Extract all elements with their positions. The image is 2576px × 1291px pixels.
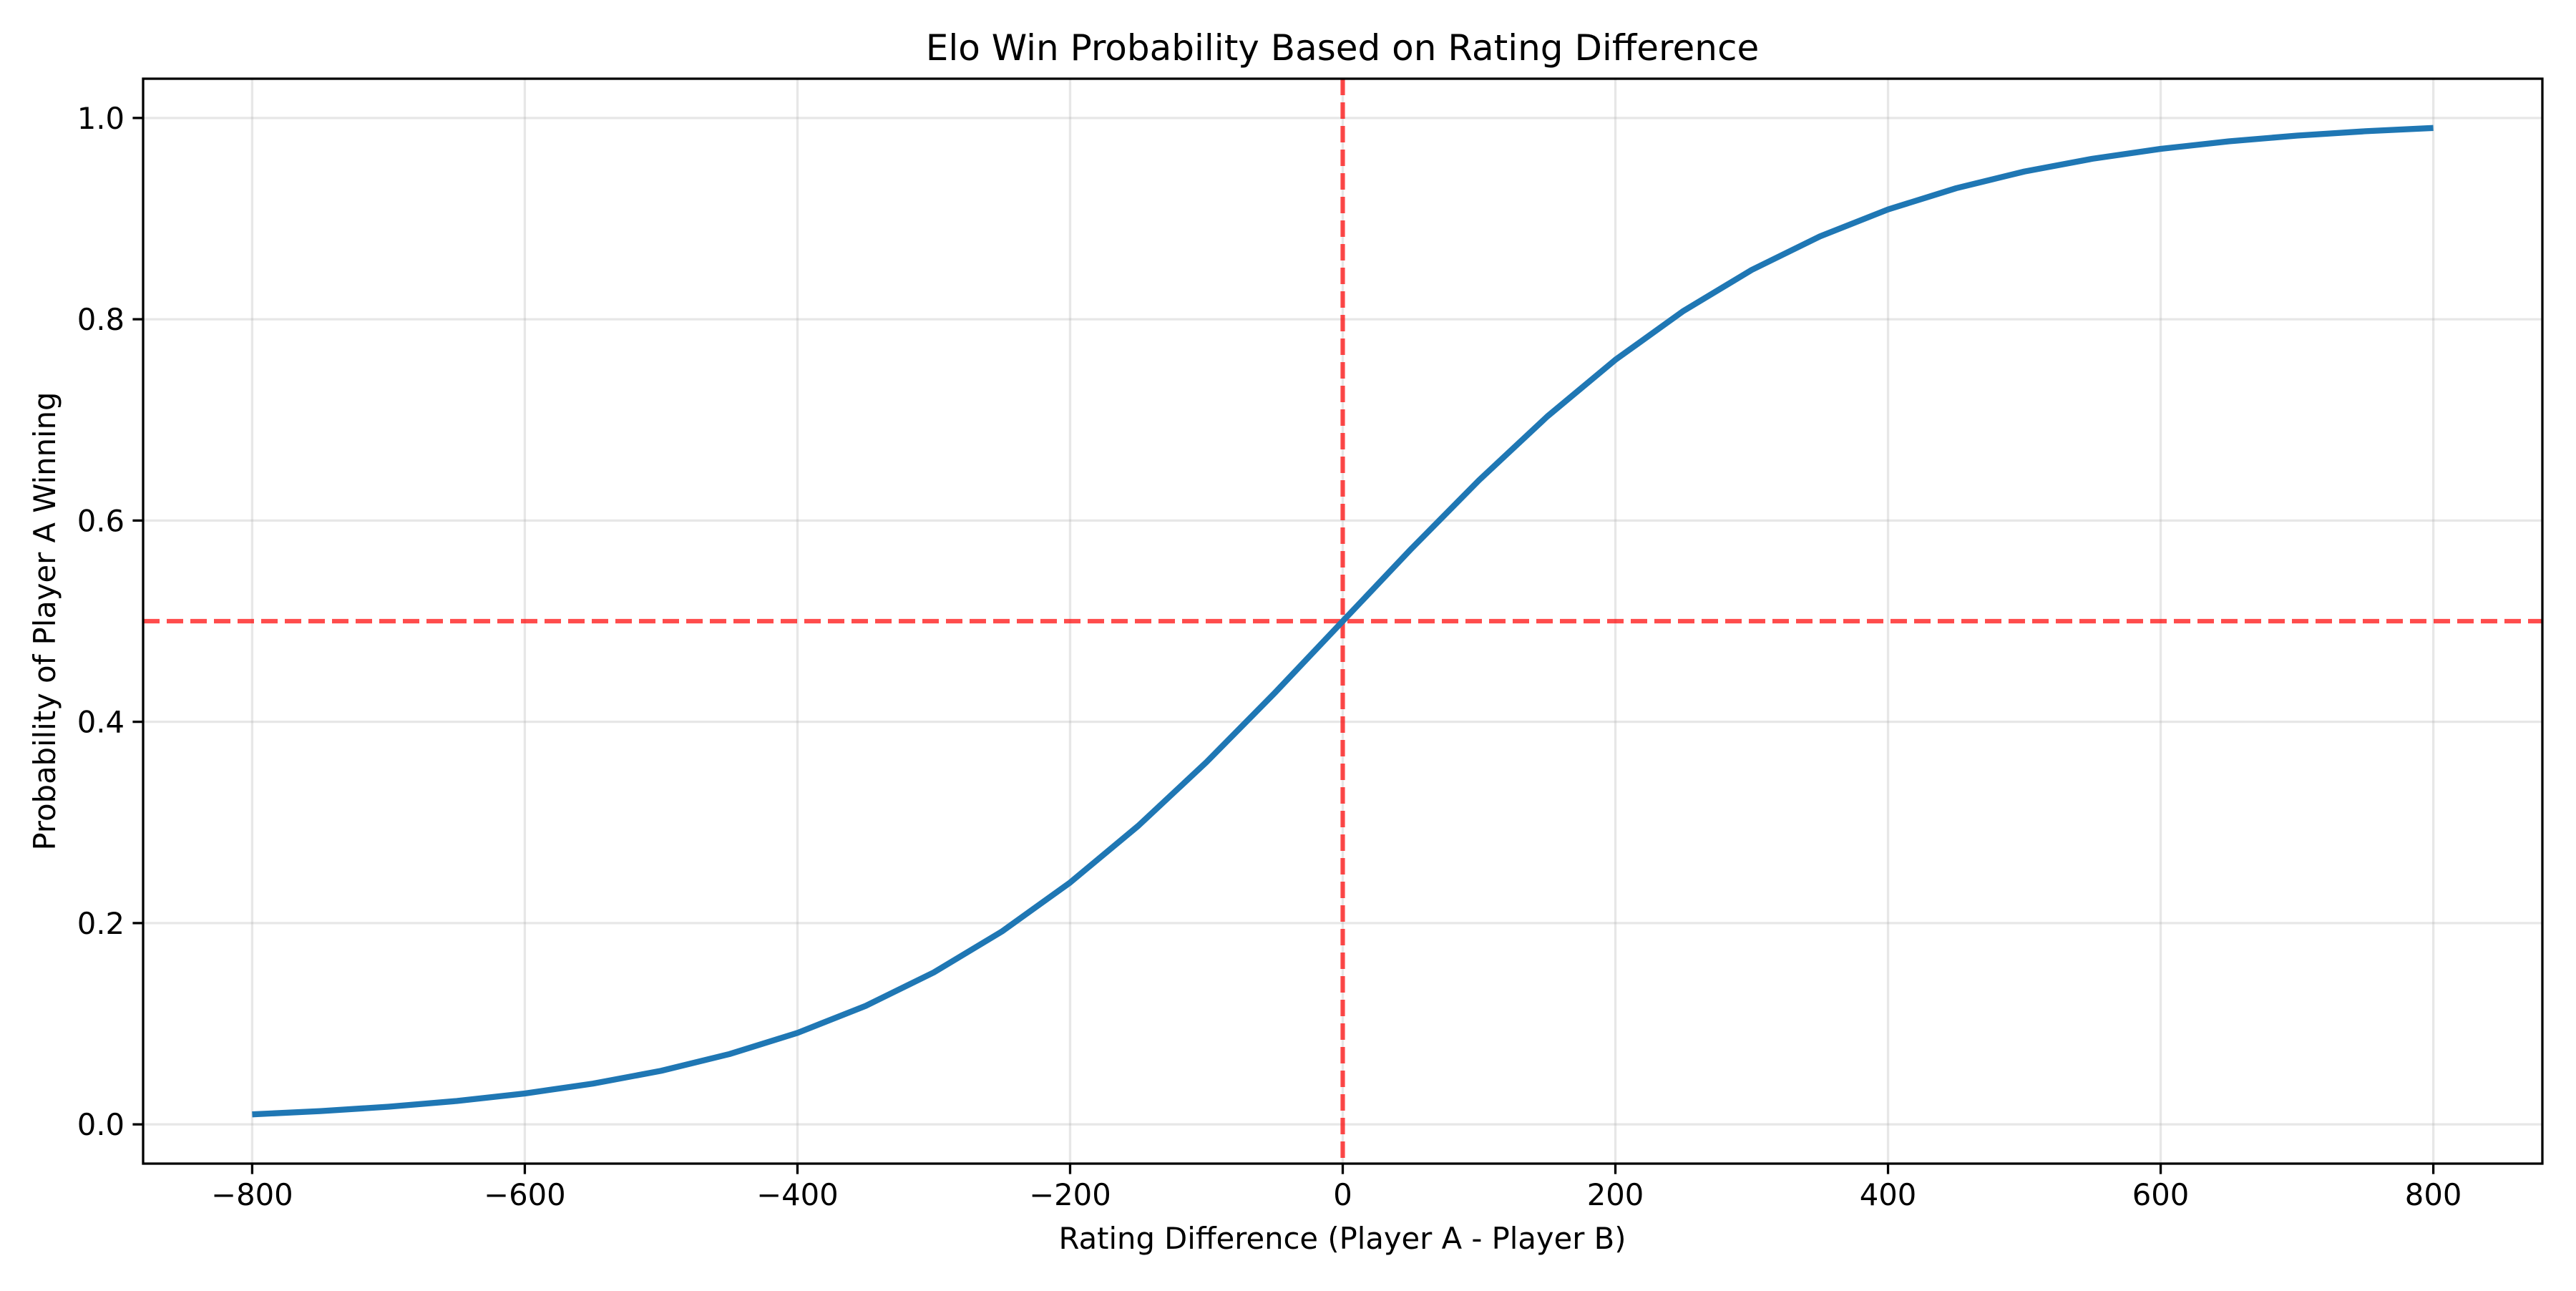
y-axis-label: Probability of Player A Winning (27, 392, 62, 851)
win-probability-curve (252, 125, 2434, 1118)
x-tick-label: −800 (211, 1177, 293, 1212)
y-tick-label: 0.8 (77, 302, 125, 337)
y-tick-label: 0.6 (77, 503, 125, 538)
x-tick-label: −200 (1029, 1177, 1111, 1212)
x-tick-label: 600 (2132, 1177, 2190, 1212)
x-tick-label: 0 (1333, 1177, 1352, 1212)
x-axis-label: Rating Difference (Player A - Player B) (1059, 1221, 1626, 1256)
x-tick-label: 400 (1860, 1177, 1917, 1212)
y-tick-label: 1.0 (77, 101, 125, 136)
x-tick-label: 200 (1587, 1177, 1644, 1212)
x-tick-label: 800 (2405, 1177, 2462, 1212)
chart-title: Elo Win Probability Based on Rating Diff… (926, 27, 1759, 69)
series-group (252, 125, 2434, 1118)
x-tick-label: −400 (756, 1177, 839, 1212)
reference-lines (143, 79, 2542, 1164)
x-tick-label: −600 (484, 1177, 566, 1212)
x-axis-ticks: −800 −600 −400 −200 0 200 400 600 800 (211, 1164, 2462, 1212)
y-axis-ticks: 0.0 0.2 0.4 0.6 0.8 1.0 (77, 101, 143, 1142)
y-tick-label: 0.2 (77, 906, 125, 941)
y-tick-label: 0.0 (77, 1107, 125, 1142)
y-tick-label: 0.4 (77, 705, 125, 740)
